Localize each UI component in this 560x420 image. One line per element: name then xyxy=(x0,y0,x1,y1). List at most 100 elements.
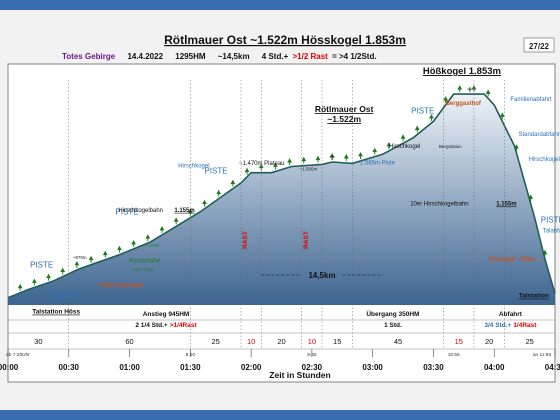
section-sub: 3/4 Std.+ 1/4Rast xyxy=(484,322,537,329)
summit-cross xyxy=(467,87,473,93)
top-accent-bar xyxy=(0,0,560,10)
x-tick-label: 01:00 xyxy=(119,363,140,372)
section-sub: 1 Std. xyxy=(384,322,402,329)
tree-mark xyxy=(230,179,236,187)
x-tick-label: 03:00 xyxy=(362,363,383,372)
time-marker: an 11:55 xyxy=(533,352,552,358)
tree-mark xyxy=(315,155,321,163)
tree-mark xyxy=(117,245,122,253)
x-tick-label: 04:00 xyxy=(484,363,505,372)
section-rest: 1/4Rast xyxy=(513,322,537,329)
tour-info-line: Totes Gebirge 14.4.2022 1295HM ~14,5km 4… xyxy=(62,52,377,61)
annotation: Talabfahrt xyxy=(543,228,560,234)
tree-mark xyxy=(386,141,392,149)
tree-mark xyxy=(514,144,519,152)
annotation: ~1.565m Piste xyxy=(357,160,396,166)
annotation: PISTE xyxy=(541,215,560,224)
tree-mark xyxy=(358,152,363,159)
tree-mark xyxy=(145,234,151,242)
tree-mark xyxy=(457,85,463,93)
chart-title: Rötlmauer Ost ~1.522m Hösskogel 1.853m xyxy=(164,33,406,47)
annotation: Sturmgut ~755m xyxy=(488,257,535,263)
section-label: Abfahrt xyxy=(499,311,523,318)
tree-mark xyxy=(400,134,406,142)
rest-label: RAST xyxy=(303,231,310,249)
slide-number-box: 27/22 xyxy=(523,37,555,53)
tree-mark xyxy=(244,167,250,175)
annotation: Forststraße xyxy=(129,259,160,265)
slide-number: 27/22 xyxy=(529,42,550,51)
annotation: Talstation xyxy=(519,293,549,300)
section-rest: >1/4Rast xyxy=(170,322,198,329)
profile-area xyxy=(8,94,555,305)
annotation: PISTE xyxy=(204,167,227,176)
tree-mark xyxy=(443,96,448,104)
tree-mark xyxy=(429,114,434,122)
tree-mark xyxy=(131,239,136,247)
annotation: Hirschkogelbahn xyxy=(118,208,163,214)
tree-mark xyxy=(159,226,165,233)
x-tick-label: 02:00 xyxy=(241,363,262,372)
tree-mark xyxy=(216,189,222,197)
distance: ~14,5km xyxy=(218,52,250,61)
annotation: Bergstation xyxy=(439,144,462,149)
tree-mark xyxy=(414,125,420,133)
time-marker: 10:55 xyxy=(448,352,460,358)
x-tick-label: 01:30 xyxy=(180,363,201,372)
duration-label: 25 xyxy=(526,337,534,346)
section-label: Anstieg 945HM xyxy=(143,311,190,318)
section-sub: 2 1/4 Std.+ >1/4Rast xyxy=(135,322,197,329)
x-tick-label: 00:00 xyxy=(0,363,19,372)
annotation: 1.155m xyxy=(496,202,516,208)
duration-label: 10 xyxy=(308,337,316,346)
duration-label: 20 xyxy=(277,337,285,346)
duration-label: 30 xyxy=(34,337,42,346)
annotation: ~1.505m xyxy=(300,167,318,172)
tree-mark xyxy=(74,260,80,268)
annotation: teilw. felsig xyxy=(133,267,152,272)
bottom-accent-bar xyxy=(0,410,560,420)
tree-mark xyxy=(173,217,179,225)
tree-mark xyxy=(31,278,37,286)
mountain-group: Totes Gebirge xyxy=(62,52,116,61)
annotation: Hirschkogelabfahrt xyxy=(529,157,560,163)
tree-mark xyxy=(528,194,534,202)
summit-cross xyxy=(329,154,335,160)
tree-mark xyxy=(46,273,51,281)
x-tick-label: 04:30 xyxy=(545,363,560,372)
time-marker: 8:50 xyxy=(186,352,196,358)
annotation: Berggasthof xyxy=(446,101,482,107)
annotation: 1.155m xyxy=(174,208,194,214)
annotation: Steilstufe xyxy=(50,291,83,300)
tour-date: 14.4.2022 xyxy=(127,52,163,61)
annotation: Standardabfahrt xyxy=(518,132,560,138)
distance-label: 14,5km xyxy=(308,271,335,280)
tree-mark xyxy=(343,154,349,161)
annotation: ~755m Sturmgut xyxy=(97,283,144,289)
duration-label: 15 xyxy=(455,337,463,346)
time-marker: 9:45 xyxy=(307,352,317,358)
annotation: PISTE xyxy=(30,261,53,270)
annotation: Hirschkogel xyxy=(178,164,209,170)
duration-label: 15 xyxy=(333,337,341,346)
rest-label: RAST xyxy=(242,231,249,249)
annotation: PISTE xyxy=(411,107,434,116)
time-marker: ab 7:20Uhr xyxy=(6,352,30,358)
annotation: PISTE xyxy=(115,208,138,217)
section-label: Übergang 350HM xyxy=(366,309,419,318)
annotation: ~1.470m Plateau xyxy=(239,161,285,167)
total-time: = >4 1/2Std. xyxy=(332,52,376,61)
duration-label: 60 xyxy=(125,337,133,346)
annotation: Familienabfahrt xyxy=(510,97,552,103)
x-tick-label: 03:30 xyxy=(423,363,444,372)
annotation: Talstation Höss xyxy=(32,309,80,316)
annotation: ~1.000m xyxy=(144,242,160,247)
x-axis-label: Zeit in Stunden xyxy=(269,370,330,380)
duration-label: 10 xyxy=(247,337,255,346)
tree-mark xyxy=(273,162,278,170)
duration-label: 25 xyxy=(211,337,219,346)
tree-mark xyxy=(102,250,108,258)
summit-label: Hößkogel 1.853m xyxy=(423,66,501,77)
elevation-gain: 1295HM xyxy=(175,52,206,61)
